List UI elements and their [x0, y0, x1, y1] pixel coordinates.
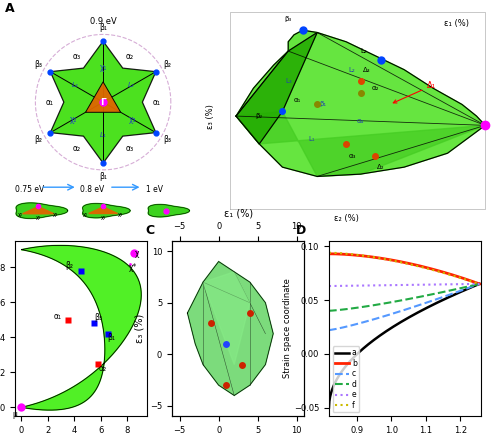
Polygon shape	[188, 261, 273, 396]
Line: f: f	[329, 253, 479, 284]
Text: β₃: β₃	[94, 314, 102, 322]
e	[476, 281, 482, 286]
e	[435, 282, 440, 287]
f	[421, 265, 427, 270]
a	[476, 281, 482, 286]
d	[385, 300, 391, 305]
d	[421, 293, 427, 299]
Line: d: d	[329, 284, 479, 311]
e	[326, 283, 332, 289]
Text: χ*: χ*	[129, 263, 137, 272]
a	[326, 405, 332, 410]
e	[344, 283, 350, 288]
Text: A: A	[5, 2, 15, 15]
f	[436, 269, 441, 274]
X-axis label: ε₁ (%): ε₁ (%)	[223, 208, 253, 219]
Text: D: D	[296, 224, 306, 237]
d	[344, 307, 350, 312]
f	[476, 281, 482, 286]
a	[375, 334, 381, 339]
Line: e: e	[329, 284, 479, 286]
c	[385, 312, 391, 318]
a	[436, 300, 441, 305]
b	[344, 252, 350, 257]
b	[326, 251, 332, 256]
Text: χ: χ	[135, 249, 139, 258]
f	[435, 268, 440, 274]
c	[436, 296, 441, 301]
b	[476, 281, 482, 286]
b	[421, 264, 427, 269]
Text: α₂: α₂	[98, 364, 106, 373]
d	[436, 290, 441, 296]
Y-axis label: ε₃ (%): ε₃ (%)	[135, 314, 144, 343]
b	[385, 257, 391, 262]
Text: μ: μ	[12, 410, 17, 419]
c	[326, 328, 332, 333]
d	[375, 302, 381, 307]
f	[326, 250, 332, 255]
c	[375, 315, 381, 321]
Line: a: a	[329, 284, 479, 407]
Text: β₂: β₂	[65, 261, 73, 270]
e	[375, 283, 381, 288]
f	[385, 257, 391, 262]
e	[436, 282, 441, 287]
Line: b: b	[329, 254, 479, 284]
b	[435, 268, 440, 273]
a	[344, 362, 350, 367]
e	[421, 282, 427, 287]
a	[385, 327, 391, 332]
Polygon shape	[22, 245, 141, 410]
Y-axis label: Strain space coordinate: Strain space coordinate	[283, 279, 293, 378]
Text: β₁: β₁	[108, 333, 115, 342]
Line: c: c	[329, 284, 479, 330]
d	[435, 290, 440, 296]
Polygon shape	[203, 272, 250, 364]
d	[326, 308, 332, 314]
d	[476, 281, 482, 286]
b	[375, 255, 381, 261]
c	[476, 281, 482, 286]
f	[344, 251, 350, 256]
Legend: a, b, c, d, e, f: a, b, c, d, e, f	[333, 346, 359, 412]
Text: C: C	[145, 224, 155, 237]
c	[435, 296, 440, 301]
c	[421, 301, 427, 306]
c	[344, 324, 350, 329]
a	[435, 300, 440, 305]
Text: α₁: α₁	[53, 312, 61, 321]
f	[375, 255, 381, 261]
a	[421, 307, 427, 312]
b	[436, 268, 441, 273]
e	[385, 283, 391, 288]
